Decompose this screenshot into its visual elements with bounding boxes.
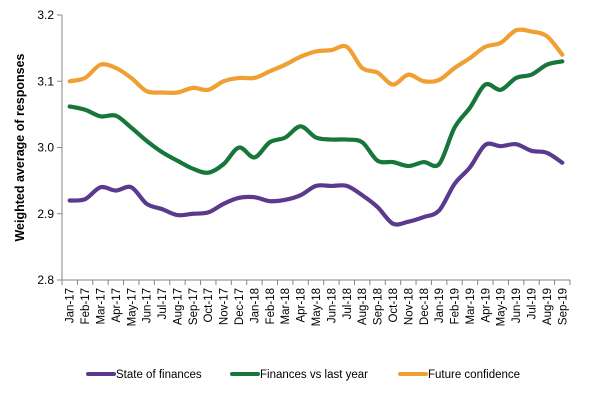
x-tick-label: Jul-19 [527, 288, 539, 319]
y-tick-label: 2.8 [37, 273, 54, 287]
x-tick-label: Mar-19 [465, 288, 477, 324]
x-tick-label: Aug-18 [357, 288, 369, 325]
x-tick-label: Feb-18 [265, 288, 277, 324]
x-tick-label: Nov-17 [219, 288, 231, 325]
x-tick-label: Dec-17 [234, 288, 246, 325]
x-tick-label: Jun-17 [142, 288, 154, 323]
x-tick-label: Aug-17 [172, 288, 184, 325]
x-tick-label: Jan-18 [249, 288, 261, 323]
x-tick-label: May-18 [311, 288, 323, 326]
y-axis: 2.8 2.9 3.0 3.1 3.2 [37, 8, 63, 287]
x-tick-label: Jan-19 [434, 288, 446, 323]
legend-label: State of finances [116, 369, 202, 381]
x-tick-label: Apr-18 [296, 288, 308, 323]
x-tick-label: Jun-19 [511, 288, 523, 323]
x-tick-label: Jun-18 [326, 288, 338, 323]
y-tick-label: 2.9 [37, 207, 54, 221]
x-tick-label: Dec-18 [419, 288, 431, 325]
x-tick-label: Feb-19 [450, 288, 462, 324]
legend: State of finances Finances vs last year Fu… [86, 369, 520, 381]
y-tick-label: 3.2 [37, 8, 54, 22]
x-tick-label: Mar-18 [280, 288, 292, 324]
series-line-future-confidence [67, 27, 565, 95]
y-tick-label: 3.1 [37, 74, 54, 88]
x-tick-label: Aug-19 [542, 288, 554, 325]
x-tick-label: Jan-17 [65, 288, 77, 323]
x-tick-label: Sep-17 [188, 288, 200, 325]
legend-label: Finances vs last year [260, 369, 368, 381]
y-tick-label: 3.0 [37, 141, 54, 155]
x-tick-label: Sep-18 [373, 288, 385, 325]
x-tick-label: Oct-17 [203, 288, 215, 323]
x-tick-label: Nov-18 [403, 288, 415, 325]
x-tick-label: Jul-18 [342, 288, 354, 319]
x-tick-label: Sep-19 [557, 288, 569, 325]
x-tick-label: Mar-17 [95, 288, 107, 324]
series-lines [67, 27, 565, 227]
x-tick-label: Apr-17 [111, 288, 123, 323]
series-line-state-of-finances [67, 141, 565, 227]
x-tick-label: May-17 [126, 288, 138, 326]
legend-label: Future confidence [428, 369, 520, 381]
x-tick-label: Oct-18 [388, 288, 400, 323]
x-tick-label: Apr-19 [480, 288, 492, 323]
x-tick-label: Jul-17 [157, 288, 169, 319]
x-tick-label: May-19 [496, 288, 508, 326]
y-axis-title: Weighted average of responses [13, 53, 27, 241]
x-axis: Jan-17 Feb-17 Mar-17 Apr-17 May-17 Jun-17 Jul-… [61, 279, 571, 326]
x-tick-label: Feb-17 [80, 288, 92, 324]
series-line-finances-vs-last-year [67, 59, 565, 175]
